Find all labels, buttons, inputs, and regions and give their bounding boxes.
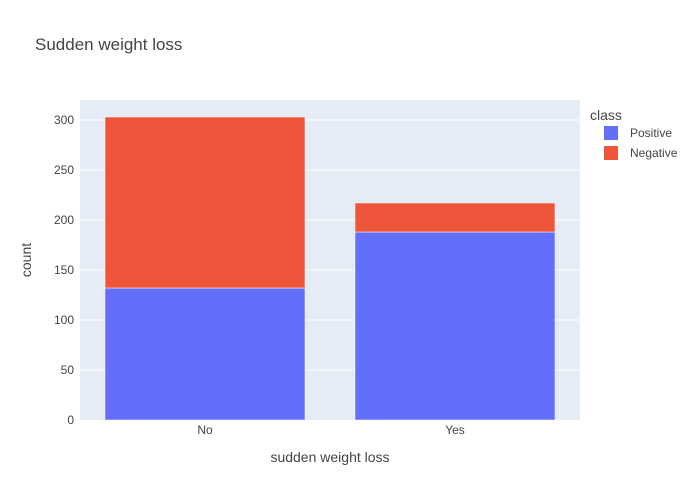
- legend-swatch-positive: [604, 126, 618, 140]
- legend-swatch-negative: [604, 146, 618, 160]
- x-tick-label: Yes: [445, 423, 465, 437]
- bars: [104, 116, 556, 421]
- bar-positive-no: [104, 287, 306, 421]
- x-axis-title: sudden weight loss: [270, 449, 389, 465]
- y-tick-label: 100: [54, 313, 74, 327]
- bar-negative-no: [104, 116, 306, 289]
- y-tick-label: 300: [54, 113, 74, 127]
- chart-title: Sudden weight loss: [35, 35, 182, 54]
- x-axis-ticks: No Yes: [197, 423, 464, 437]
- y-tick-label: 200: [54, 213, 74, 227]
- bar-negative-yes: [354, 202, 556, 233]
- y-axis-title: count: [18, 243, 34, 277]
- y-tick-label: 250: [54, 163, 74, 177]
- y-tick-label: 0: [67, 413, 74, 427]
- bar-positive-yes: [354, 231, 556, 421]
- legend-title: class: [590, 107, 622, 123]
- legend-label-positive: Positive: [630, 126, 672, 140]
- y-tick-label: 150: [54, 263, 74, 277]
- legend-label-negative: Negative: [630, 146, 678, 160]
- y-axis-ticks: 0 50 100 150 200 250 300: [54, 113, 74, 427]
- y-tick-label: 50: [61, 363, 75, 377]
- legend: class Positive Negative: [590, 107, 678, 160]
- x-tick-label: No: [197, 423, 213, 437]
- legend-items: Positive Negative: [604, 126, 678, 160]
